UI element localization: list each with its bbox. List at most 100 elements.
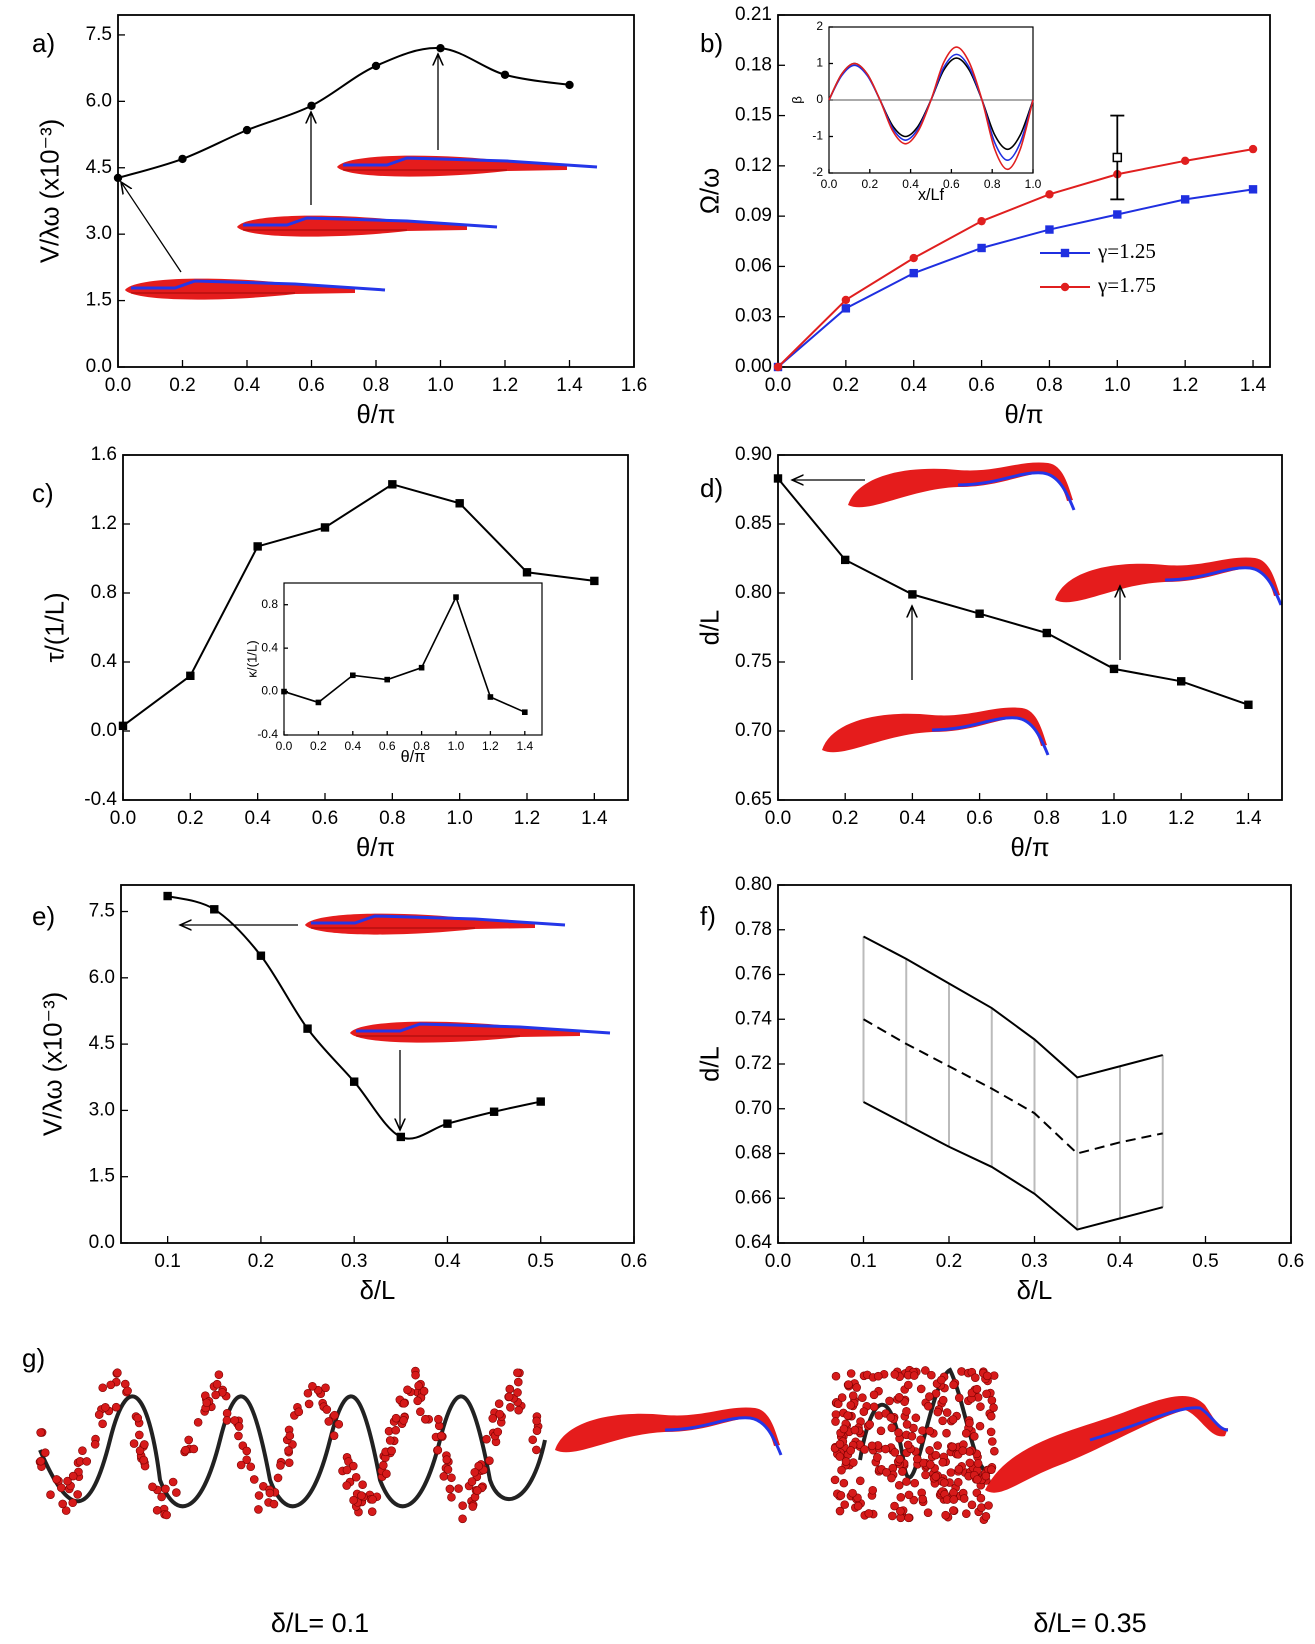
particle: [876, 1426, 886, 1436]
particle: [987, 1465, 996, 1474]
data-point: [1177, 677, 1186, 686]
x-tick-label: 1.2: [1168, 808, 1194, 829]
particle: [833, 1399, 843, 1409]
particle: [202, 1398, 212, 1408]
data-point: [977, 216, 986, 226]
particle: [98, 1383, 108, 1393]
data-point: [500, 70, 510, 79]
x-tick-label: 1.0: [427, 375, 453, 396]
particle: [391, 1413, 401, 1423]
data-point: [436, 44, 445, 53]
particle: [911, 1413, 921, 1423]
particle: [894, 1392, 904, 1402]
plot-frame: [117, 14, 635, 368]
data-point: [1248, 185, 1258, 194]
particle: [977, 1503, 986, 1512]
particle: [986, 1411, 996, 1421]
y-tick-label: 0.18: [735, 54, 772, 75]
particle: [513, 1377, 523, 1387]
panel-label: d): [700, 473, 723, 503]
x-axis-label: θ/π: [401, 748, 426, 766]
x-axis-label: θ/π: [356, 401, 395, 429]
particle: [953, 1477, 963, 1487]
particle: [946, 1468, 956, 1477]
particle: [382, 1469, 391, 1479]
particle: [249, 1475, 259, 1484]
y-axis-label: d/L: [696, 1046, 724, 1082]
data-point: [1045, 225, 1054, 234]
particle: [242, 1455, 252, 1465]
x-tick-label: 0.2: [169, 375, 195, 396]
particle: [910, 1478, 920, 1488]
series-line: [828, 46, 1034, 171]
data-point: [453, 594, 459, 600]
particle: [437, 1431, 446, 1441]
particle: [954, 1393, 964, 1403]
particle: [933, 1407, 943, 1417]
particle: [846, 1369, 856, 1378]
y-tick-label: 4.5: [86, 157, 112, 178]
particle: [890, 1501, 899, 1511]
x-tick-label: 1.4: [516, 739, 533, 753]
series-line: [117, 47, 570, 179]
particle: [485, 1456, 494, 1465]
series-line: [863, 1018, 1163, 1155]
x-tick-label: 1.2: [482, 739, 499, 753]
particle: [948, 1415, 958, 1424]
data-point: [1060, 282, 1070, 292]
particle: [984, 1501, 993, 1510]
particle: [101, 1403, 110, 1412]
x-tick-label: 1.4: [581, 808, 608, 829]
data-point: [773, 362, 783, 372]
x-tick-label: 0.4: [899, 808, 926, 829]
y-tick-label: 0.21: [735, 4, 772, 25]
particle: [938, 1416, 947, 1426]
particle: [902, 1420, 912, 1429]
data-point: [455, 499, 464, 508]
particle: [133, 1413, 143, 1423]
particle: [962, 1509, 971, 1518]
data-point: [113, 173, 123, 183]
particle: [844, 1380, 853, 1389]
particle: [403, 1385, 412, 1395]
particle: [839, 1424, 849, 1434]
swimmer: [985, 1395, 1228, 1493]
y-axis-label: V/λω (x10⁻³): [36, 119, 64, 263]
x-tick-label: 0.8: [413, 739, 430, 753]
swimmer: [235, 214, 499, 239]
x-tick-label: 0.2: [832, 808, 858, 829]
particle: [189, 1444, 199, 1454]
particle: [902, 1407, 911, 1416]
data-point: [303, 1024, 312, 1033]
particle: [334, 1419, 344, 1429]
particle: [941, 1510, 950, 1520]
particle: [918, 1494, 927, 1504]
swimmer: [303, 912, 567, 937]
particle: [399, 1399, 409, 1408]
data-point: [909, 268, 918, 278]
data-point: [773, 474, 783, 483]
particle: [909, 1423, 918, 1433]
x-tick-label: 0.4: [244, 808, 271, 829]
particle: [113, 1368, 122, 1378]
error-point: [1112, 152, 1123, 163]
y-tick-label: 6.0: [89, 967, 115, 988]
x-tick-label: 0.6: [968, 375, 994, 396]
particle: [528, 1435, 538, 1445]
particle: [434, 1414, 443, 1424]
particle: [505, 1384, 515, 1394]
particle: [294, 1407, 304, 1417]
particle: [140, 1440, 149, 1449]
x-tick-label: 1.2: [492, 375, 518, 396]
data-point: [590, 576, 599, 586]
particle: [273, 1473, 283, 1483]
particle: [894, 1480, 904, 1490]
y-tick-label: 0.06: [735, 255, 772, 276]
series-line: [777, 148, 1254, 368]
data-point: [1042, 628, 1051, 638]
particle: [379, 1461, 388, 1470]
particle: [351, 1472, 361, 1482]
x-tick-label: 0.6: [1278, 1251, 1304, 1272]
particle: [888, 1511, 897, 1521]
particle: [989, 1403, 998, 1412]
